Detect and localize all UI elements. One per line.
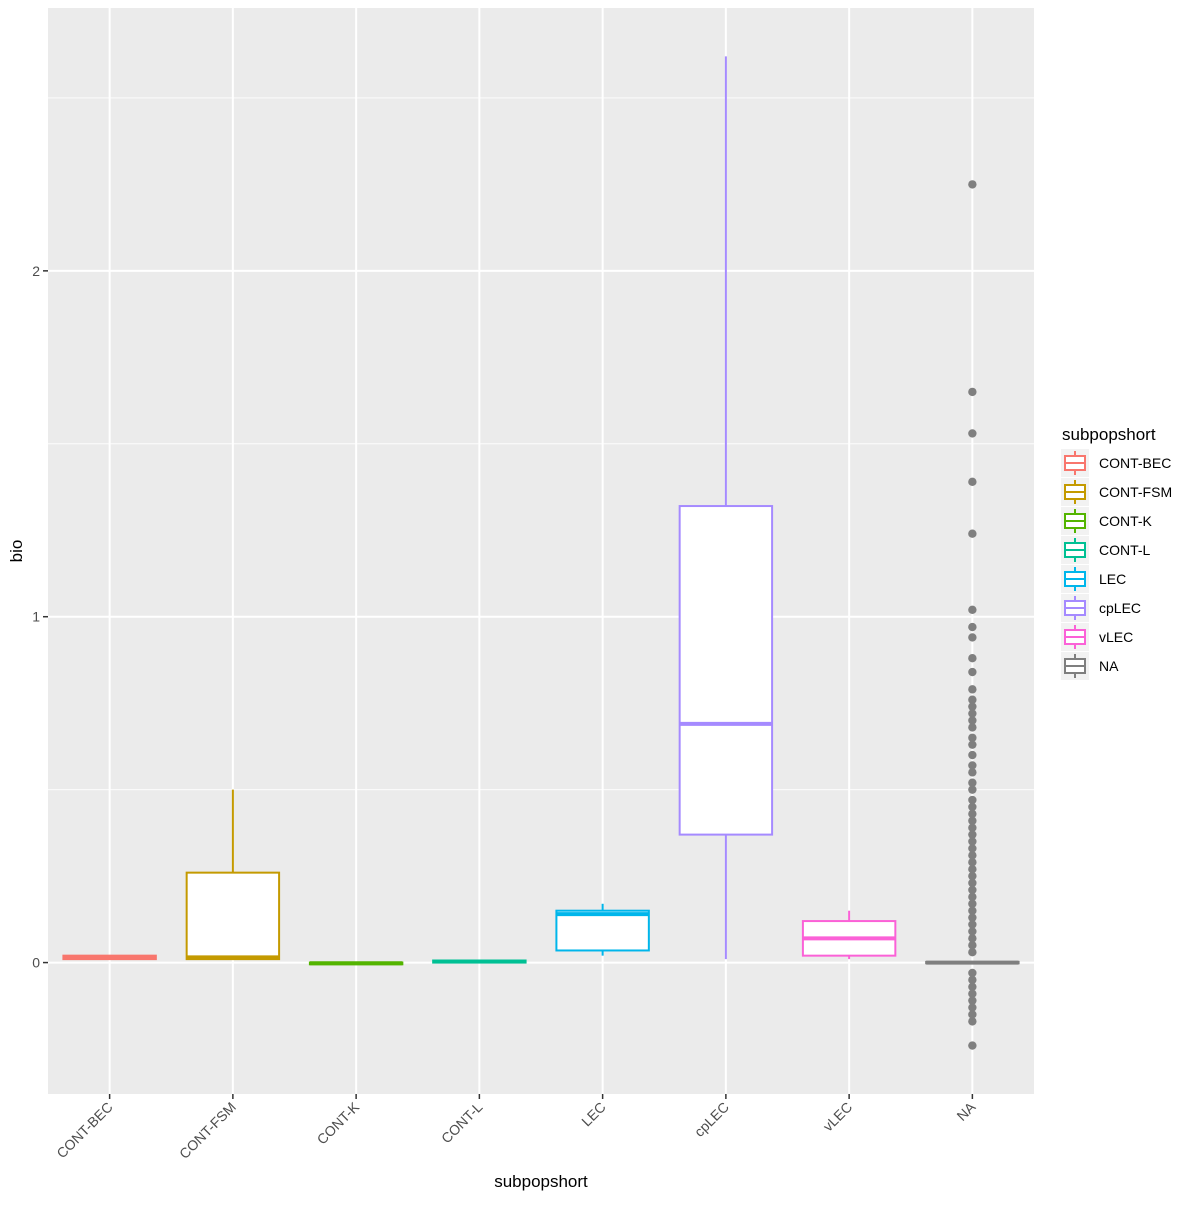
box-iqr [555, 909, 650, 952]
box-cont-l [432, 959, 527, 964]
outlier-point [968, 996, 977, 1005]
outlier-point [968, 702, 977, 711]
outlier-point [968, 477, 977, 487]
box-iqr [185, 871, 281, 961]
y-axis-title: bio [7, 540, 26, 563]
outlier-point [968, 989, 977, 998]
outlier-point [968, 785, 977, 794]
outlier-point [968, 633, 977, 642]
legend-label: cpLEC [1099, 600, 1141, 616]
outlier-point [968, 750, 977, 760]
outlier-point [968, 529, 977, 538]
box-lec [555, 903, 650, 956]
outlier-point [968, 885, 977, 895]
outlier-point [968, 654, 977, 663]
outlier-point [968, 864, 977, 874]
outlier-point [968, 823, 977, 832]
box-vlec [801, 910, 897, 960]
outlier-point [968, 982, 977, 991]
outlier-point [968, 761, 977, 770]
outlier-point [968, 844, 977, 853]
outlier-point [968, 934, 977, 943]
legend-item-cont-bec: CONT-BEC [1061, 449, 1171, 477]
outlier-point [968, 723, 977, 732]
box-cont-fsm [185, 789, 281, 961]
outlier-point [968, 695, 977, 704]
outlier-point [968, 667, 977, 677]
outlier-point [968, 899, 977, 908]
outlier-point [968, 1003, 977, 1012]
outlier-point [968, 716, 977, 725]
y-tick-label: 2 [32, 263, 40, 279]
box-cont-bec [62, 954, 157, 961]
legend: subpopshort CONT-BEC CONT-FSM CONT-K CONT-L L… [1061, 425, 1172, 680]
legend-label: CONT-FSM [1099, 484, 1172, 500]
outlier-point [968, 816, 977, 825]
outlier-point [968, 709, 977, 718]
outlier-point [968, 795, 977, 805]
outlier-point [968, 941, 977, 950]
box-na [925, 180, 1020, 1050]
boxes-group [62, 56, 1020, 1050]
y-tick-label: 1 [32, 609, 40, 625]
outlier-point [968, 809, 977, 819]
legend-item-na: NA [1061, 652, 1119, 680]
legend-item-vlec: vLEC [1061, 623, 1133, 651]
outlier-point [968, 429, 977, 438]
legend-label: CONT-L [1099, 542, 1151, 558]
outlier-point [968, 913, 977, 922]
outlier-point [968, 387, 977, 397]
legend-label: CONT-K [1099, 513, 1153, 529]
outlier-point [968, 975, 977, 985]
outlier-point [968, 947, 977, 957]
outlier-point [968, 927, 977, 936]
outlier-point [968, 1017, 977, 1026]
legend-item-cont-fsm: CONT-FSM [1061, 478, 1172, 506]
legend-label: LEC [1099, 571, 1126, 587]
outlier-point [968, 920, 977, 929]
y-axis: 0 1 2 [32, 263, 48, 971]
outlier-point [968, 871, 977, 881]
outlier-point [968, 768, 977, 777]
outlier-point [968, 878, 977, 888]
y-tick-label: 0 [32, 955, 40, 971]
outlier-point [968, 851, 977, 860]
legend-item-cont-k: CONT-K [1061, 507, 1153, 535]
outlier-point [968, 1041, 977, 1050]
outlier-point [968, 830, 977, 839]
outlier-point [968, 906, 977, 915]
legend-item-cplec: cpLEC [1061, 594, 1141, 622]
outlier-point [968, 733, 977, 742]
outlier-point [968, 622, 977, 632]
outlier-point [968, 685, 977, 694]
outlier-point [968, 858, 977, 867]
box-cplec [678, 56, 774, 960]
legend-item-lec: LEC [1061, 565, 1126, 593]
outlier-point [968, 837, 977, 846]
legend-label: vLEC [1099, 629, 1133, 645]
outlier-point [968, 605, 977, 614]
outlier-point [968, 180, 977, 189]
outlier-point [968, 968, 977, 978]
box-iqr [678, 505, 774, 836]
legend-item-cont-l: CONT-L [1061, 536, 1151, 564]
legend-title: subpopshort [1062, 425, 1156, 444]
outlier-point [968, 778, 977, 787]
x-axis-title: subpopshort [494, 1172, 588, 1191]
outlier-point [968, 892, 977, 902]
outlier-point [968, 1010, 977, 1019]
legend-label: CONT-BEC [1099, 455, 1171, 471]
legend-label: NA [1099, 658, 1119, 674]
box-cont-k [308, 961, 404, 966]
outlier-point [968, 802, 977, 812]
outlier-point [968, 740, 977, 749]
